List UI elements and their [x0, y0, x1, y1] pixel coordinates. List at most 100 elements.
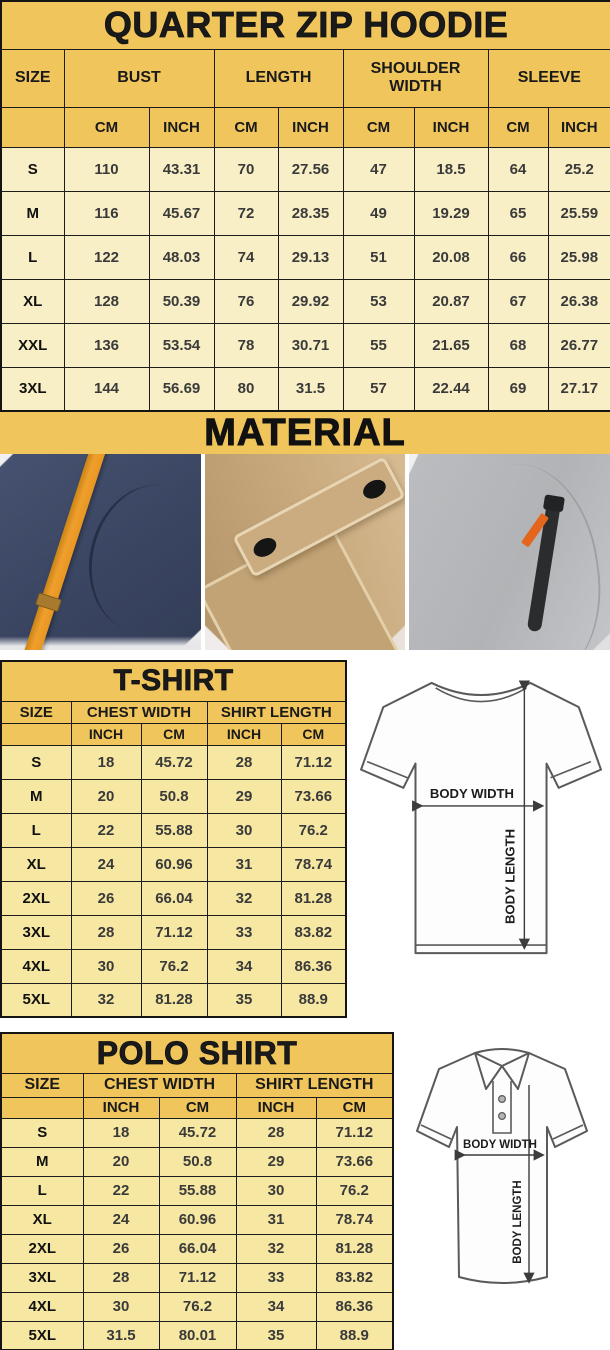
- unit-header: INCH: [82, 1096, 160, 1119]
- size-label: S: [0, 1117, 84, 1148]
- table-row: XXL 136 53.54 78 30.71 55 21.65 68 26.77: [0, 322, 610, 368]
- measurement-cell: 26: [82, 1233, 160, 1264]
- unit-header: INCH: [235, 1096, 317, 1119]
- size-label: M: [0, 190, 65, 236]
- measurement-cell: 20: [70, 778, 142, 814]
- table-row: M 116 45.67 72 28.35 49 19.29 65 25.59: [0, 190, 610, 236]
- unit-header: INCH: [413, 106, 489, 148]
- measurement-cell: 28: [235, 1117, 317, 1148]
- measurement-cell: 34: [206, 948, 282, 984]
- measurement-cell: 29.13: [277, 234, 344, 280]
- measurement-cell: 31: [206, 846, 282, 882]
- measurement-cell: 20.08: [413, 234, 489, 280]
- table-row: XL 24 60.96 31 78.74: [0, 846, 347, 882]
- measurement-cell: 74: [213, 234, 279, 280]
- measurement-cell: 29: [235, 1146, 317, 1177]
- measurement-cell: 25.98: [547, 234, 610, 280]
- measurement-cell: 72: [213, 190, 279, 236]
- measurement-cell: 22: [82, 1175, 160, 1206]
- zipper-garage: [543, 494, 566, 513]
- measurement-cell: 76.2: [140, 948, 208, 984]
- table-row: L 22 55.88 30 76.2: [0, 1175, 394, 1206]
- measurement-cell: 31.5: [82, 1320, 160, 1350]
- measurement-cell: 31.5: [277, 366, 344, 412]
- measurement-cell: 65: [487, 190, 549, 236]
- empty-cell: [0, 1096, 84, 1119]
- chest-width-column-header: CHEST WIDTH: [70, 700, 208, 724]
- size-label: XXL: [0, 322, 65, 368]
- size-label: L: [0, 234, 65, 280]
- shirt-length-column-header: SHIRT LENGTH: [235, 1072, 394, 1098]
- measurement-cell: 67: [487, 278, 549, 324]
- length-column-header: LENGTH: [213, 48, 344, 108]
- hoodie-title-row: QUARTER ZIP HOODIE: [0, 0, 610, 50]
- table-row: 3XL 28 71.12 33 83.82: [0, 1262, 394, 1293]
- measurement-cell: 28: [206, 744, 282, 780]
- body-width-label: BODY WIDTH: [463, 1139, 537, 1151]
- measurement-cell: 57: [342, 366, 415, 412]
- size-label: 3XL: [0, 914, 72, 950]
- measurement-cell: 70: [213, 146, 279, 192]
- measurement-cell: 50.39: [148, 278, 215, 324]
- measurement-cell: 30.71: [277, 322, 344, 368]
- hoodie-size-table: QUARTER ZIP HOODIE SIZE BUST LENGTH SHOU…: [0, 0, 610, 412]
- measurement-cell: 73.66: [280, 778, 347, 814]
- bust-column-header: BUST: [63, 48, 215, 108]
- polo-section: POLO SHIRT SIZE CHEST WIDTH SHIRT LENGTH…: [0, 1032, 610, 1350]
- polo-diagram-area: BODY WIDTH BODY LENGTH: [394, 1032, 610, 1312]
- measurement-cell: 47: [342, 146, 415, 192]
- measurement-cell: 110: [63, 146, 150, 192]
- measurement-cell: 25.2: [547, 146, 610, 192]
- body-width-label: BODY WIDTH: [429, 786, 513, 801]
- measurement-cell: 76: [213, 278, 279, 324]
- size-label: S: [0, 146, 65, 192]
- measurement-cell: 76.2: [158, 1291, 237, 1322]
- size-label: 5XL: [0, 982, 72, 1018]
- measurement-cell: 71.12: [280, 744, 347, 780]
- table-row: 5XL 32 81.28 35 88.9: [0, 982, 347, 1018]
- size-label: 2XL: [0, 1233, 84, 1264]
- size-label: 2XL: [0, 880, 72, 916]
- gray-fleece-zip-pocket-photo: [409, 454, 610, 650]
- measurement-cell: 30: [82, 1291, 160, 1322]
- polo-unit-header-row: INCH CM INCH CM: [0, 1096, 394, 1119]
- measurement-cell: 55.88: [158, 1175, 237, 1206]
- measurement-cell: 86.36: [315, 1291, 394, 1322]
- measurement-cell: 71.12: [315, 1117, 394, 1148]
- measurement-cell: 78.74: [280, 846, 347, 882]
- measurement-cell: 80.01: [158, 1320, 237, 1350]
- measurement-cell: 81.28: [315, 1233, 394, 1264]
- body-length-label: BODY LENGTH: [512, 1180, 524, 1264]
- measurement-cell: 76.2: [280, 812, 347, 848]
- table-row: L 22 55.88 30 76.2: [0, 812, 347, 848]
- measurement-cell: 83.82: [315, 1262, 394, 1293]
- measurement-cell: 27.56: [277, 146, 344, 192]
- tshirt-title-row: T-SHIRT: [0, 660, 347, 702]
- table-row: 2XL 26 66.04 32 81.28: [0, 1233, 394, 1264]
- measurement-cell: 50.8: [158, 1146, 237, 1177]
- size-label: XL: [0, 846, 72, 882]
- table-row: 3XL 28 71.12 33 83.82: [0, 914, 347, 950]
- hoodie-title: QUARTER ZIP HOODIE: [0, 0, 610, 50]
- unit-header: INCH: [148, 106, 215, 148]
- measurement-cell: 116: [63, 190, 150, 236]
- measurement-cell: 55.88: [140, 812, 208, 848]
- size-label: S: [0, 744, 72, 780]
- chest-width-column-header: CHEST WIDTH: [82, 1072, 237, 1098]
- measurement-cell: 88.9: [315, 1320, 394, 1350]
- table-row: S 110 43.31 70 27.56 47 18.5 64 25.2: [0, 146, 610, 192]
- measurement-cell: 33: [206, 914, 282, 950]
- measurement-cell: 83.82: [280, 914, 347, 950]
- size-label: 3XL: [0, 1262, 84, 1293]
- measurement-cell: 28.35: [277, 190, 344, 236]
- measurement-cell: 60.96: [158, 1204, 237, 1235]
- measurement-cell: 18: [70, 744, 142, 780]
- table-row: 3XL 144 56.69 80 31.5 57 22.44 69 27.17: [0, 366, 610, 412]
- measurement-cell: 19.29: [413, 190, 489, 236]
- material-photo-strip: [0, 454, 610, 650]
- measurement-cell: 136: [63, 322, 150, 368]
- sleeve-column-header: SLEEVE: [487, 48, 610, 108]
- measurement-cell: 28: [70, 914, 142, 950]
- measurement-cell: 66: [487, 234, 549, 280]
- measurement-cell: 32: [235, 1233, 317, 1264]
